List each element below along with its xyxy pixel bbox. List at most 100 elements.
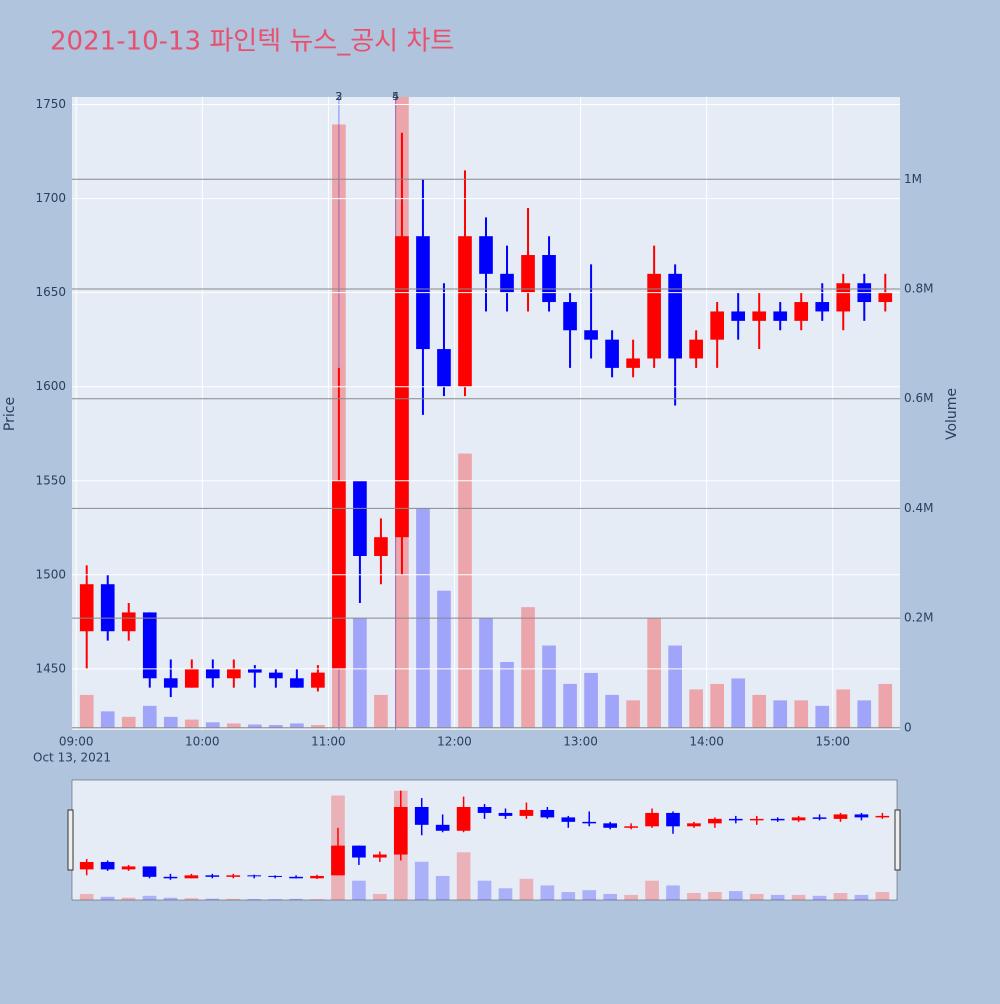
y-axis-title: Price bbox=[2, 397, 18, 431]
candle-body bbox=[668, 273, 682, 359]
volume-bar bbox=[626, 700, 640, 728]
slider-body bbox=[791, 817, 806, 821]
slider-body bbox=[645, 812, 659, 827]
slider-body bbox=[331, 845, 345, 876]
slider-volume bbox=[708, 892, 722, 900]
candle-body bbox=[710, 311, 724, 340]
slider-body bbox=[163, 876, 178, 879]
slider-volume bbox=[310, 899, 324, 900]
volume-bar bbox=[163, 716, 178, 728]
annotation: 4 bbox=[392, 90, 399, 103]
x-date-label: Oct 13, 2021 bbox=[33, 751, 111, 765]
volume-bar bbox=[500, 661, 514, 728]
y2-tick-label: 0.6M bbox=[904, 391, 933, 405]
slider-volume bbox=[875, 892, 890, 900]
slider-volume bbox=[352, 880, 366, 900]
slider-volume bbox=[812, 895, 827, 900]
candle-body bbox=[836, 283, 851, 312]
candle-body bbox=[815, 302, 830, 312]
candle-body bbox=[521, 255, 535, 293]
volume-bar bbox=[773, 700, 788, 728]
volume-bar bbox=[269, 725, 283, 728]
slider-volume bbox=[435, 875, 450, 900]
slider-body bbox=[205, 875, 220, 877]
candle-body bbox=[142, 612, 157, 679]
volume-bar bbox=[248, 724, 262, 728]
volume-bar bbox=[458, 453, 472, 728]
slider-body bbox=[749, 818, 764, 821]
candle-body bbox=[163, 678, 178, 688]
candle-body bbox=[689, 339, 703, 359]
candle-body bbox=[584, 330, 598, 340]
slider-body bbox=[833, 814, 848, 819]
candle-body bbox=[248, 668, 262, 673]
slider-handle[interactable] bbox=[67, 809, 74, 871]
slider-volume bbox=[728, 891, 743, 900]
slider-volume bbox=[477, 880, 492, 900]
slider-body bbox=[498, 812, 513, 816]
candle-body bbox=[794, 302, 809, 321]
candle-body bbox=[290, 678, 304, 688]
candle-body bbox=[752, 311, 767, 321]
slider-volume bbox=[749, 893, 764, 900]
volume-bar bbox=[584, 672, 598, 728]
slider-volume bbox=[121, 897, 136, 900]
candle-body bbox=[374, 537, 388, 556]
volume-bar bbox=[878, 683, 893, 728]
y-tick-label: 1450 bbox=[35, 661, 66, 675]
y2-axis-title: Volume bbox=[944, 388, 960, 440]
slider-body bbox=[456, 806, 471, 831]
slider-body bbox=[561, 817, 576, 822]
slider-volume bbox=[142, 895, 157, 900]
x-tick-label: 10:00 bbox=[185, 735, 220, 749]
candle-body bbox=[647, 273, 661, 359]
slider-body bbox=[519, 809, 534, 816]
slider-volume bbox=[791, 894, 806, 900]
candle-body bbox=[269, 672, 283, 679]
candle-body bbox=[500, 273, 514, 293]
slider-volume bbox=[268, 899, 282, 900]
candle-body bbox=[773, 311, 788, 321]
candle-body bbox=[226, 668, 241, 679]
slider-body bbox=[435, 824, 450, 831]
x-tick-label: 09:00 bbox=[59, 735, 94, 749]
candle-body bbox=[542, 255, 556, 303]
volume-bar bbox=[437, 590, 451, 728]
slider-body bbox=[770, 818, 785, 821]
volume-bar bbox=[121, 716, 136, 728]
range-slider[interactable] bbox=[71, 779, 898, 901]
volume-bar bbox=[184, 719, 199, 728]
x-tick-label: 14:00 bbox=[689, 735, 724, 749]
candle-body bbox=[605, 339, 619, 368]
volume-bar bbox=[226, 723, 241, 728]
slider-body bbox=[247, 875, 262, 877]
slider-body bbox=[184, 875, 199, 879]
chart-title: 2021-10-13 파인텍 뉴스_공시 차트 bbox=[50, 27, 454, 57]
candle-body bbox=[878, 292, 893, 303]
slider-body bbox=[875, 815, 890, 818]
volume-bar bbox=[563, 683, 577, 728]
slider-body bbox=[603, 823, 618, 828]
volume-bar bbox=[521, 607, 535, 728]
annotation: 5 bbox=[392, 90, 399, 103]
slider-body bbox=[624, 826, 638, 828]
slider-body bbox=[393, 806, 408, 855]
slider-body bbox=[310, 875, 324, 879]
annotation: 3 bbox=[335, 90, 342, 103]
slider-volume bbox=[373, 893, 387, 900]
y2-tick-label: 0 bbox=[904, 720, 912, 734]
candle-body bbox=[626, 358, 640, 368]
volume-bar bbox=[290, 723, 304, 728]
volume-bar bbox=[374, 694, 388, 728]
slider-volume bbox=[184, 898, 199, 900]
volume-bar bbox=[479, 618, 493, 728]
slider-body bbox=[100, 861, 115, 870]
slider-handle[interactable] bbox=[894, 809, 901, 871]
x-tick-label: 13:00 bbox=[563, 735, 598, 749]
y2-tick-label: 0.4M bbox=[904, 501, 933, 515]
slider-body bbox=[666, 812, 680, 827]
candle-body bbox=[100, 584, 115, 632]
slider-volume bbox=[770, 894, 785, 900]
slider-volume bbox=[540, 885, 555, 900]
